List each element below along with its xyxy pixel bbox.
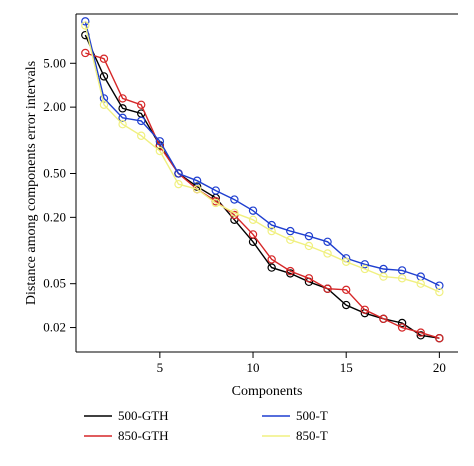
x-tick-label: 20 (433, 360, 446, 375)
series-line-500-gth (84, 34, 440, 339)
data-point-850-gth (360, 305, 370, 314)
legend-item-500-gth: 500-GTH (84, 408, 169, 423)
y-axis-title: Distance among components error interval… (24, 61, 39, 305)
legend-label: 850-T (296, 428, 328, 443)
data-point-500-t (360, 260, 370, 269)
data-point-500-t (435, 281, 444, 290)
legend-item-850-t: 850-T (262, 428, 328, 443)
data-point-500-gth (99, 72, 109, 81)
data-point-500-t (211, 186, 220, 195)
data-point-850-t (323, 249, 332, 258)
data-point-850-t (137, 131, 146, 140)
legend-label: 500-GTH (118, 408, 169, 423)
data-point-850-gth (137, 100, 146, 110)
data-point-850-t (211, 198, 220, 208)
data-point-850-gth (99, 54, 109, 63)
data-point-850-t (397, 274, 407, 283)
data-point-500-t (286, 226, 295, 236)
data-point-850-gth (230, 210, 239, 220)
data-point-850-t (81, 21, 90, 30)
y-tick-label: 0.50 (43, 165, 66, 180)
legend-label: 500-T (296, 408, 328, 423)
data-point-500-t (118, 113, 127, 123)
data-point-850-t (118, 120, 127, 129)
y-ticks: 0.02 0.05 0.20 0.50 2.00 5.00 (43, 55, 76, 335)
data-point-500-t (155, 137, 165, 146)
data-point-850-t (192, 185, 202, 194)
data-point-500-gth (286, 269, 295, 278)
x-tick-label: 10 (247, 360, 260, 375)
legend: 500-GTH 500-T 850-GTH 850-T (84, 408, 328, 443)
data-point-850-gth (304, 274, 314, 283)
data-point-850-gth (248, 230, 258, 239)
data-point-850-gth (286, 266, 295, 276)
data-point-500-t (192, 176, 202, 185)
x-tick-label: 5 (157, 360, 164, 375)
y-tick-label: 0.02 (43, 320, 66, 335)
data-point-850-gth (379, 314, 388, 324)
series-500-t (81, 17, 444, 290)
data-point-850-t (416, 279, 425, 288)
y-tick-label: 2.00 (43, 99, 66, 114)
data-point-850-gth (416, 328, 425, 337)
data-point-850-t (248, 215, 258, 224)
data-point-850-t (360, 264, 370, 274)
data-point-500-gth (416, 331, 425, 340)
data-point-850-t (174, 179, 183, 189)
series-line-850-t (84, 25, 440, 293)
y-tick-label: 5.00 (43, 55, 66, 70)
data-point-500-t (304, 231, 314, 241)
data-point-850-gth (118, 94, 127, 103)
x-ticks: 5 10 15 20 (157, 352, 446, 375)
data-point-500-t (174, 169, 183, 178)
legend-label: 850-GTH (118, 428, 169, 443)
data-point-850-t (379, 272, 388, 281)
legend-item-850-gth: 850-GTH (84, 428, 169, 443)
y-tick-label: 0.20 (43, 209, 66, 224)
data-point-850-gth (435, 334, 444, 343)
series-line-850-gth (85, 52, 440, 339)
series-500-gth (81, 30, 444, 343)
legend-item-500-t: 500-T (262, 408, 328, 423)
data-point-500-t (230, 195, 239, 204)
data-point-850-t (286, 235, 295, 245)
y-tick-label: 0.05 (43, 276, 66, 291)
data-point-500-t (81, 17, 90, 26)
data-point-500-t (267, 220, 276, 230)
data-point-850-gth (397, 323, 407, 332)
data-point-850-gth (341, 285, 351, 295)
series-850-gth (81, 48, 444, 343)
data-point-850-t (99, 100, 109, 110)
data-point-500-t (397, 266, 407, 275)
x-axis-title: Components (232, 384, 303, 399)
data-point-850-t (155, 146, 165, 156)
data-point-500-gth (341, 300, 351, 310)
data-point-500-gth (397, 318, 407, 328)
data-point-850-gth (267, 255, 276, 264)
series-layer (81, 17, 444, 343)
data-point-850-t (304, 241, 314, 251)
data-point-500-t (323, 237, 332, 246)
data-point-850-t (230, 208, 239, 217)
data-point-500-gth (267, 263, 276, 272)
data-point-500-gth (118, 104, 127, 113)
data-point-850-gth (323, 284, 332, 293)
data-point-850-t (341, 257, 351, 267)
data-point-500-t (137, 116, 146, 126)
data-point-850-gth (81, 48, 90, 58)
x-tick-label: 15 (340, 360, 353, 375)
series-850-t (81, 21, 444, 297)
data-point-500-t (248, 206, 258, 215)
data-point-850-t (435, 287, 444, 297)
data-point-850-t (267, 226, 276, 236)
